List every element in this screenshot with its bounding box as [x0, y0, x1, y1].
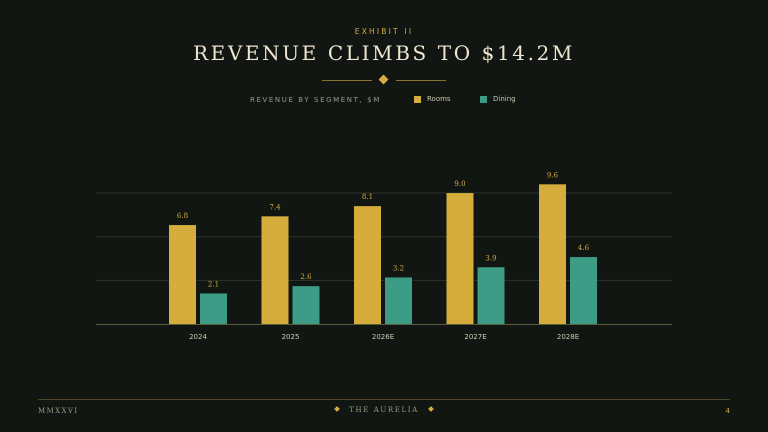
legend-item-rooms: Rooms: [414, 94, 451, 104]
bar-rooms-2026e: [354, 206, 381, 324]
data-label-dining-2026e: 3.2: [393, 264, 404, 272]
data-label-rooms-2024: 6.8: [177, 212, 188, 220]
bar-dining-2024: [200, 293, 227, 324]
bar-dining-2027e: [477, 267, 505, 324]
x-tick-label: 2028E: [557, 333, 579, 341]
chart-header-row: REVENUE BY SEGMENT, $M Rooms Dining: [0, 94, 768, 106]
x-tick-label: 2026E: [372, 333, 394, 341]
data-label-rooms-2028e: 9.6: [547, 171, 559, 179]
bar-dining-2025: [292, 286, 320, 324]
footer-diamond-right-icon: [427, 406, 434, 412]
bar-rooms-2027e: [446, 193, 474, 324]
bar-rooms-2025: [261, 216, 289, 324]
legend-label-rooms: Rooms: [427, 95, 451, 103]
bar-dining-2026e: [385, 277, 412, 324]
footer-brand: THE AURELIA: [0, 406, 768, 414]
legend-swatch-rooms: [414, 95, 421, 103]
title-divider-left: [322, 80, 372, 81]
footer-diamond-left-icon: [334, 406, 341, 412]
x-tick-label: 2024: [189, 333, 207, 341]
page-title: REVENUE CLIMBS TO $14.2M: [193, 41, 575, 65]
data-label-rooms-2026e: 8.1: [362, 193, 373, 201]
data-label-dining-2025: 2.6: [300, 273, 312, 281]
data-label-rooms-2025: 7.4: [269, 203, 281, 211]
footer-divider: [38, 399, 730, 400]
bar-rooms-2024: [169, 225, 196, 324]
footer-brand-name: THE AURELIA: [349, 406, 419, 414]
bar-rooms-2028e: [539, 184, 566, 324]
legend-label-dining: Dining: [493, 95, 516, 103]
x-tick-label: 2025: [282, 333, 300, 341]
chart-subtitle: REVENUE BY SEGMENT, $M: [250, 96, 381, 104]
data-label-dining-2027e: 3.9: [485, 254, 496, 262]
x-tick-label: 2027E: [464, 333, 486, 341]
page-number: 4: [725, 407, 730, 415]
data-label-dining-2024: 2.1: [208, 280, 219, 288]
data-label-dining-2028e: 4.6: [578, 244, 590, 252]
exhibit-label: EXHIBIT II: [354, 27, 414, 36]
bar-dining-2028e: [570, 257, 597, 324]
footer-year: MMXXVI: [38, 407, 79, 415]
title-divider-right: [396, 80, 446, 81]
legend-item-dining: Dining: [480, 94, 516, 104]
data-label-rooms-2027e: 9.0: [454, 180, 465, 188]
legend-swatch-dining: [480, 95, 487, 103]
